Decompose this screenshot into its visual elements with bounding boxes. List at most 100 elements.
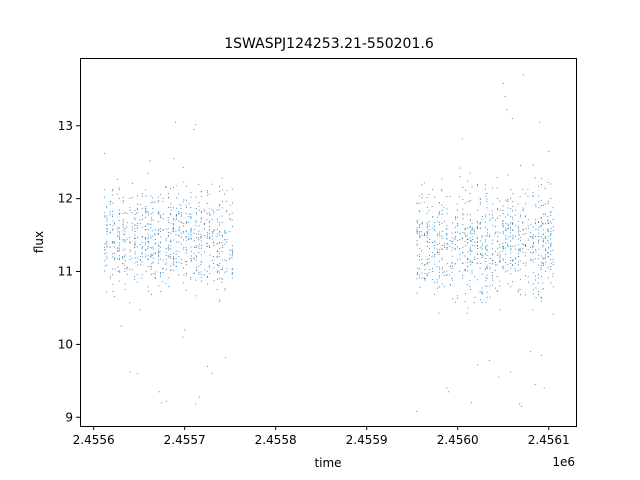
data-point <box>195 259 197 261</box>
data-point <box>544 257 546 259</box>
data-point <box>416 273 418 275</box>
data-point <box>416 274 418 276</box>
data-point <box>525 245 526 247</box>
data-point <box>444 243 446 245</box>
data-point <box>178 235 180 237</box>
data-point <box>218 272 220 274</box>
data-point <box>471 244 473 246</box>
data-point <box>211 260 213 262</box>
data-point <box>106 225 108 227</box>
data-point <box>451 232 453 234</box>
data-point <box>499 256 501 258</box>
data-point <box>190 246 192 248</box>
data-point <box>193 232 195 234</box>
data-point <box>439 235 441 237</box>
data-point <box>229 249 231 251</box>
data-point <box>172 230 174 232</box>
data-point <box>547 247 549 249</box>
data-point <box>418 232 420 234</box>
data-point <box>216 251 218 253</box>
data-point <box>180 243 182 245</box>
data-point <box>451 262 453 264</box>
data-point <box>552 230 554 232</box>
data-point <box>511 118 513 119</box>
data-point <box>502 221 504 223</box>
data-point <box>446 228 448 230</box>
data-point <box>225 241 227 243</box>
data-point <box>446 274 448 276</box>
data-point <box>157 254 159 256</box>
data-point <box>131 269 133 271</box>
data-point <box>502 266 504 268</box>
data-point <box>111 211 113 212</box>
data-point <box>190 250 192 252</box>
data-point <box>216 236 218 238</box>
data-point <box>204 210 206 212</box>
data-point <box>464 245 466 247</box>
data-point <box>485 235 487 237</box>
data-point <box>449 266 451 268</box>
data-point <box>510 235 512 237</box>
data-point <box>183 199 185 201</box>
data-point <box>481 253 483 255</box>
data-point <box>481 273 483 275</box>
data-point <box>172 186 174 188</box>
data-point <box>217 218 218 220</box>
data-point <box>134 241 136 243</box>
data-point <box>190 238 192 239</box>
data-point <box>134 214 136 215</box>
data-point <box>428 269 430 271</box>
data-point <box>438 224 440 226</box>
data-point <box>231 272 233 273</box>
data-point <box>502 219 504 221</box>
data-point <box>117 226 119 228</box>
data-point <box>518 233 520 235</box>
data-point <box>158 212 160 214</box>
data-point <box>486 201 488 202</box>
data-point <box>481 292 483 294</box>
data-point <box>160 231 162 233</box>
data-point <box>140 255 141 257</box>
data-point <box>118 236 120 238</box>
data-point <box>221 259 223 261</box>
data-point <box>502 210 504 211</box>
data-point <box>426 223 428 225</box>
data-point <box>519 230 521 232</box>
data-point <box>471 230 473 231</box>
data-point <box>484 221 486 223</box>
data-point <box>444 247 445 249</box>
data-point <box>185 252 187 254</box>
data-point <box>124 289 126 291</box>
data-point <box>139 244 141 246</box>
data-point <box>469 237 471 239</box>
data-point <box>538 239 540 241</box>
data-point <box>134 253 136 255</box>
data-point <box>527 239 529 241</box>
data-point <box>221 244 223 246</box>
data-point <box>470 219 472 221</box>
data-point <box>172 226 174 228</box>
data-point <box>474 233 476 235</box>
data-point <box>477 238 479 240</box>
data-point <box>497 231 498 233</box>
data-point <box>231 269 233 271</box>
data-point <box>550 211 551 213</box>
data-point <box>532 283 534 285</box>
data-point <box>538 221 539 223</box>
data-point <box>491 210 493 212</box>
data-point <box>181 214 183 216</box>
data-point <box>208 245 210 247</box>
data-point <box>208 233 210 235</box>
data-point <box>170 269 172 271</box>
data-point <box>122 219 124 221</box>
data-point <box>150 253 152 255</box>
data-point <box>110 275 112 277</box>
data-point <box>486 250 488 252</box>
data-point <box>517 289 519 291</box>
data-point <box>200 247 202 249</box>
data-point <box>112 216 114 217</box>
data-point <box>466 284 468 286</box>
data-point <box>532 251 534 253</box>
data-point <box>165 282 167 284</box>
data-point <box>122 258 124 260</box>
